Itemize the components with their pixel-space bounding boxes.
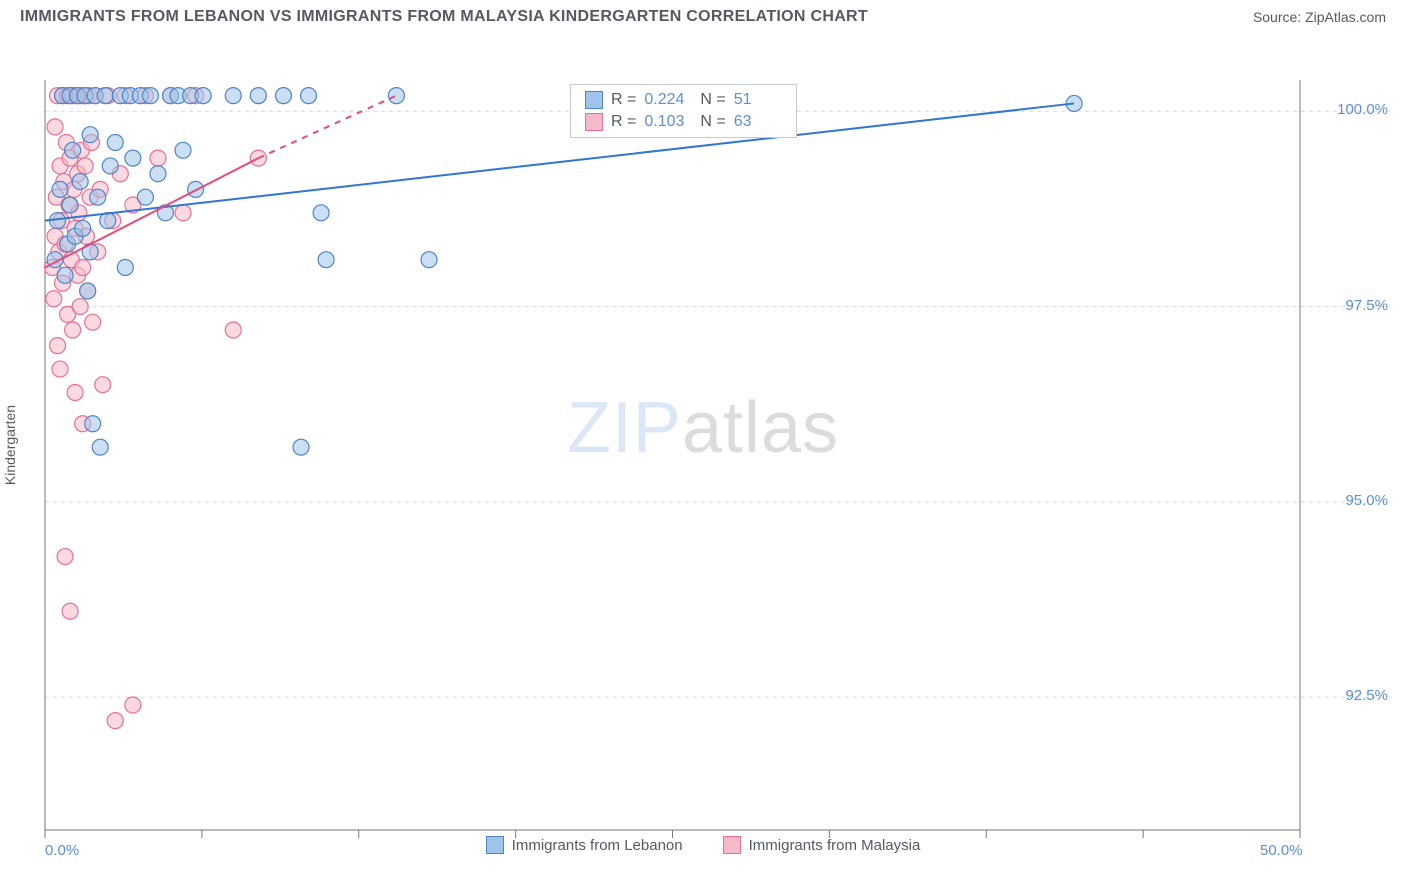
chart-area: Kindergarten ZIPatlas R = 0.224 N = 51 R…	[0, 30, 1406, 860]
y-axis-label: Kindergarten	[2, 405, 18, 485]
n-value: 63	[734, 113, 782, 131]
lebanon-swatch	[486, 836, 504, 854]
lebanon-swatch	[585, 91, 603, 109]
malaysia-swatch	[723, 836, 741, 854]
legend-label: Immigrants from Malaysia	[749, 837, 921, 854]
n-value: 51	[734, 91, 782, 109]
x-tick-label: 0.0%	[45, 842, 79, 859]
legend-item-lebanon: Immigrants from Lebanon	[486, 836, 683, 854]
scatter-plot	[0, 30, 1406, 860]
r-value: 0.224	[644, 91, 692, 109]
stats-row: R = 0.224 N = 51	[585, 89, 782, 111]
chart-source: Source: ZipAtlas.com	[1253, 9, 1386, 25]
y-tick-label: 95.0%	[1345, 492, 1388, 509]
chart-header: IMMIGRANTS FROM LEBANON VS IMMIGRANTS FR…	[0, 0, 1406, 30]
r-label: R =	[611, 113, 636, 131]
y-tick-label: 100.0%	[1337, 101, 1388, 118]
x-tick-label: 50.0%	[1260, 842, 1303, 859]
bottom-legend: Immigrants from Lebanon Immigrants from …	[0, 830, 1406, 860]
malaysia-swatch	[585, 113, 603, 131]
n-label: N =	[700, 113, 725, 131]
stats-legend-box: R = 0.224 N = 51 R = 0.103 N = 63	[570, 84, 797, 138]
y-tick-label: 92.5%	[1345, 687, 1388, 704]
legend-label: Immigrants from Lebanon	[512, 837, 683, 854]
stats-row: R = 0.103 N = 63	[585, 111, 782, 133]
r-label: R =	[611, 91, 636, 109]
chart-title: IMMIGRANTS FROM LEBANON VS IMMIGRANTS FR…	[20, 8, 868, 26]
n-label: N =	[700, 91, 725, 109]
legend-item-malaysia: Immigrants from Malaysia	[723, 836, 921, 854]
y-tick-label: 97.5%	[1345, 297, 1388, 314]
r-value: 0.103	[644, 113, 692, 131]
